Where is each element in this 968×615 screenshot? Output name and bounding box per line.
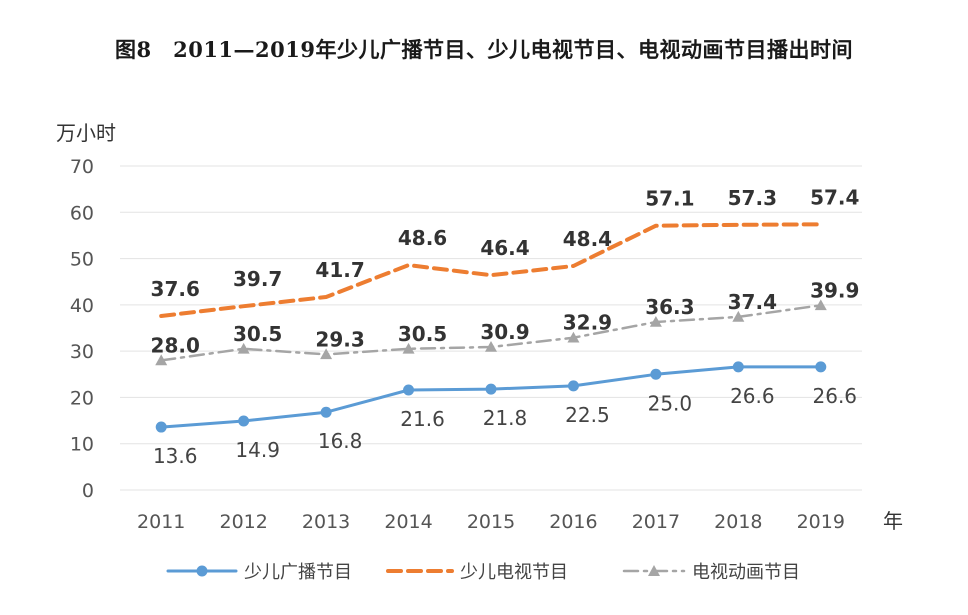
- data-point: [649, 315, 662, 327]
- data-point: [485, 383, 497, 395]
- y-axis-ticks: 0 10 20 30 40 50 60 70: [70, 156, 94, 502]
- data-label: 25.0: [648, 391, 693, 415]
- x-axis-ticks: 2011 2012 2013 2014 2015 2016 2017 2018 2019: [137, 511, 845, 533]
- data-label: 37.6: [151, 277, 200, 301]
- y-tick-label: 30: [70, 341, 94, 363]
- data-label: 36.3: [645, 295, 694, 319]
- y-axis-label: 万小时: [56, 121, 116, 145]
- data-label: 16.8: [318, 429, 363, 453]
- y-tick-label: 50: [70, 249, 94, 271]
- data-point: [402, 342, 415, 354]
- data-label: 48.4: [563, 227, 612, 251]
- data-label: 57.4: [810, 185, 859, 209]
- y-tick-label: 60: [70, 202, 94, 224]
- data-point: [237, 342, 250, 354]
- x-axis-label: 年: [883, 509, 903, 533]
- legend-marker: [648, 565, 660, 576]
- data-labels: 13.6 14.9 16.8 21.6 21.8 22.5 25.0 26.6 26.6 37.6…: [151, 185, 860, 468]
- data-point: [815, 361, 827, 373]
- data-point: [650, 368, 662, 380]
- data-label: 22.5: [565, 403, 610, 427]
- data-point: [485, 340, 497, 352]
- x-tick-label: 2012: [219, 511, 267, 533]
- data-point: [814, 299, 827, 311]
- chart-title: 图8 2011—2019年少儿广播节目、少儿电视节目、电视动画节目播出时间: [114, 37, 853, 62]
- data-point: [155, 421, 167, 433]
- x-tick-label: 2019: [797, 511, 845, 533]
- data-label: 14.9: [235, 438, 280, 462]
- data-point: [732, 310, 745, 322]
- data-label: 46.4: [480, 236, 529, 260]
- legend-label: 电视动画节目: [692, 562, 800, 583]
- data-label: 30.9: [480, 320, 529, 344]
- data-point: [320, 348, 333, 360]
- data-label: 29.3: [315, 327, 364, 351]
- data-label: 57.3: [728, 186, 777, 210]
- y-tick-label: 40: [70, 295, 94, 317]
- x-tick-label: 2015: [467, 511, 515, 533]
- series-line-1: [159, 222, 823, 318]
- data-point: [238, 415, 250, 427]
- data-label: 32.9: [563, 311, 612, 335]
- y-tick-label: 10: [70, 434, 94, 456]
- data-label: 39.9: [810, 278, 859, 302]
- x-tick-label: 2017: [632, 511, 680, 533]
- legend: 少儿广播节目 少儿电视节目 电视动画节目: [166, 562, 800, 583]
- data-label: 21.6: [400, 407, 445, 431]
- data-label: 41.7: [315, 258, 364, 282]
- y-tick-label: 20: [70, 387, 94, 409]
- y-tick-label: 70: [70, 156, 94, 178]
- data-label: 37.4: [728, 290, 777, 314]
- data-label: 48.6: [398, 226, 447, 250]
- data-point: [732, 361, 744, 373]
- data-label: 30.5: [398, 322, 447, 346]
- data-label: 26.6: [813, 384, 858, 408]
- x-tick-label: 2011: [137, 511, 185, 533]
- series-layer: [155, 222, 827, 433]
- legend-label: 少儿电视节目: [460, 562, 568, 583]
- data-label: 39.7: [233, 267, 282, 291]
- x-tick-label: 2018: [714, 511, 762, 533]
- data-point: [155, 354, 168, 366]
- data-point: [567, 380, 579, 392]
- data-point: [403, 384, 415, 396]
- data-point: [567, 331, 580, 343]
- data-point: [320, 406, 332, 418]
- legend-marker: [196, 565, 208, 577]
- data-label: 30.5: [233, 322, 282, 346]
- data-label: 57.1: [645, 187, 694, 211]
- data-label: 26.6: [730, 384, 775, 408]
- legend-label: 少儿广播节目: [244, 562, 352, 583]
- data-label: 21.8: [483, 406, 528, 430]
- x-tick-label: 2013: [302, 511, 350, 533]
- y-tick-label: 0: [82, 480, 94, 502]
- x-tick-label: 2014: [384, 511, 432, 533]
- x-tick-label: 2016: [549, 511, 597, 533]
- data-label: 28.0: [151, 333, 200, 357]
- data-label: 13.6: [153, 444, 198, 468]
